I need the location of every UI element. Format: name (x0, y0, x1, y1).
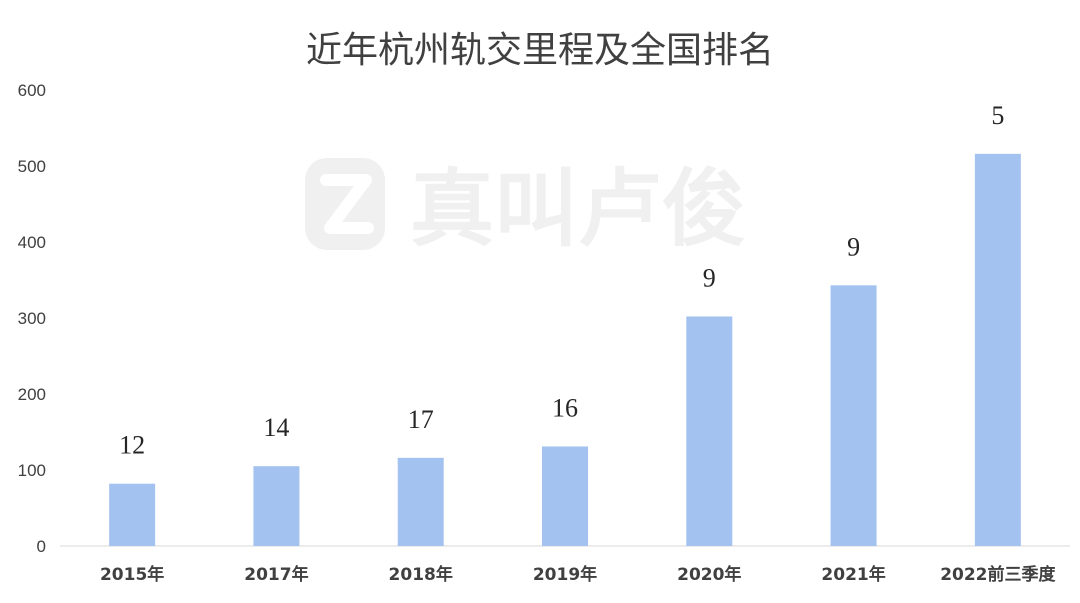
bar-data-label: 14 (263, 413, 289, 442)
x-category-label: 2018年 (389, 564, 453, 585)
bar (397, 457, 444, 546)
bars (109, 153, 1021, 546)
x-category-label: 2020年 (677, 564, 741, 585)
x-category-label: 2022前三季度 (940, 564, 1056, 585)
bar (253, 466, 300, 546)
watermark-text: 真叫卢俊 (410, 160, 746, 258)
x-axis-category-labels: 2015年 2017年 2018年 2019年 2020年 2021年 2022前三季度 (100, 564, 1057, 585)
bar-data-label: 5 (991, 101, 1004, 130)
bar (974, 153, 1021, 546)
data-labels: 12 14 17 16 9 9 5 (119, 101, 1004, 460)
x-category-label: 2015年 (100, 564, 164, 585)
bar-data-label: 16 (552, 393, 578, 422)
bar (109, 483, 156, 546)
bar-data-label: 12 (119, 431, 145, 460)
x-category-label: 2021年 (821, 564, 885, 585)
bar-data-label: 9 (703, 263, 716, 292)
watermark: 真叫卢俊 (305, 158, 746, 258)
x-category-label: 2017年 (244, 564, 308, 585)
bar-data-label: 9 (847, 232, 860, 261)
y-tick-label: 400 (18, 233, 46, 252)
y-tick-label: 300 (18, 309, 46, 328)
y-axis-ticks: 0 100 200 300 400 500 600 (18, 81, 46, 556)
y-tick-label: 200 (18, 385, 46, 404)
y-tick-label: 600 (18, 81, 46, 100)
z-logo-icon (305, 158, 385, 250)
bar (686, 316, 733, 546)
bar (542, 446, 588, 546)
chart-title: 近年杭州轨交里程及全国排名 (306, 30, 774, 71)
y-tick-label: 100 (18, 461, 46, 480)
y-tick-label: 500 (18, 157, 46, 176)
y-tick-label: 0 (37, 537, 46, 556)
bar-data-label: 17 (408, 405, 434, 434)
x-category-label: 2019年 (533, 564, 597, 585)
bar (830, 285, 877, 546)
